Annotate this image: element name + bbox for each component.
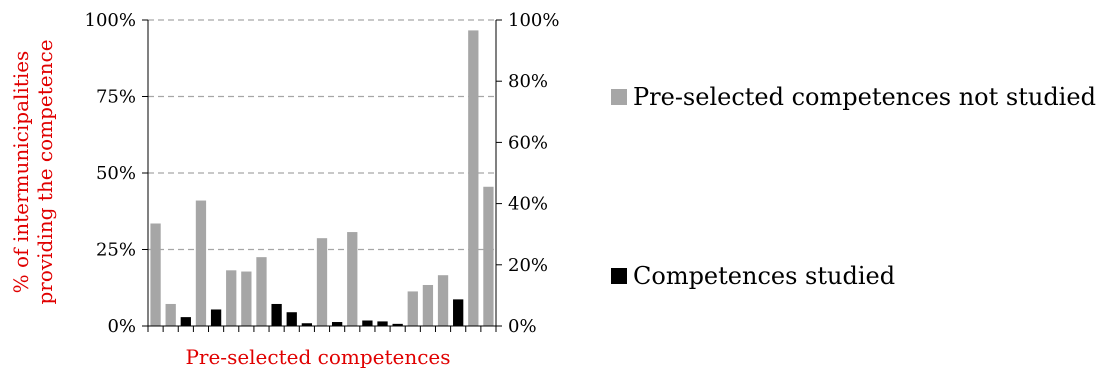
x-axis-label: Pre-selected competences [185, 345, 450, 369]
y-axis-label-line-1: % of intermunicipalities [9, 51, 33, 294]
legend-swatch-studied [611, 268, 627, 284]
bar-not-studied [316, 238, 328, 326]
bar-not-studied [437, 275, 449, 326]
right-axis-tick-labels: 0% 20% 40% 60% 80% 100% [508, 10, 559, 337]
left-axis-tick-labels: 0% 25% 50% 75% 100% [85, 10, 136, 337]
left-axis-tick-label: 100% [85, 10, 136, 31]
legend-label-studied: Competences studied [633, 262, 895, 290]
axes [142, 19, 502, 332]
right-axis-tick-label: 40% [508, 194, 548, 215]
bar-not-studied [422, 284, 434, 326]
bar-not-studied [195, 200, 207, 326]
bar-not-studied [241, 271, 252, 326]
bar-not-studied [150, 223, 161, 326]
left-axis-tick-label: 75% [96, 87, 136, 108]
right-axis-tick-label: 20% [508, 255, 548, 276]
right-axis-tick-label: 80% [508, 71, 548, 92]
bar-not-studied [347, 232, 358, 326]
y-axis-label: % of intermunicipalities providing the c… [9, 39, 57, 304]
bar-studied [362, 320, 373, 326]
left-axis-tick-label: 50% [96, 163, 136, 184]
right-axis-tick-label: 60% [508, 132, 548, 153]
bar-studied [377, 321, 388, 326]
left-axis-tick-label: 0% [107, 316, 136, 337]
bar-not-studied [483, 186, 494, 326]
bar-studied [286, 312, 297, 326]
bar-studied [453, 299, 464, 326]
right-axis-tick-label: 100% [508, 10, 559, 31]
legend-swatch-not-studied [611, 89, 627, 105]
left-axis-tick-label: 25% [96, 240, 136, 261]
bars [150, 30, 494, 327]
bar-not-studied [165, 303, 176, 326]
bar-studied [301, 323, 313, 326]
bar-studied [271, 303, 282, 326]
bar-not-studied [226, 270, 237, 326]
bar-studied [210, 309, 222, 326]
bar-not-studied [407, 291, 418, 326]
bar-studied [392, 323, 403, 326]
legend-label-not-studied: Pre-selected competences not studied [633, 83, 1096, 111]
right-axis-tick-label: 0% [508, 316, 537, 337]
legend: Pre-selected competences not studied Com… [611, 83, 1096, 290]
bar-studied [180, 317, 191, 326]
bar-not-studied [256, 257, 267, 326]
bar-studied [331, 322, 343, 326]
bar-not-studied [468, 30, 479, 327]
y-axis-label-line-2: providing the competence [33, 39, 57, 304]
